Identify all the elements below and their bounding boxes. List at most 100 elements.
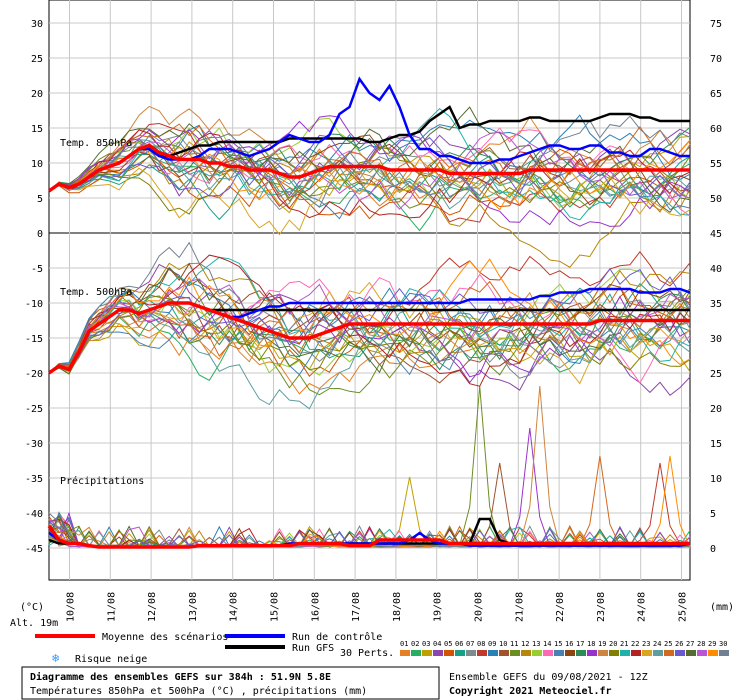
series-line-precip [47, 524, 690, 549]
pert-line-850 [48, 115, 691, 208]
x-tick-label: 21/08 [514, 592, 525, 622]
panel-label-500: Temp. 500hPa [60, 287, 132, 298]
y-tick-label: 20 [31, 89, 43, 100]
pert-line-500 [48, 302, 691, 395]
pert-legend-label: 21 [620, 640, 628, 648]
footer-box [21, 666, 440, 700]
y2-tick-label: 20 [710, 404, 722, 415]
y2-tick-label: 65 [710, 89, 722, 100]
pert-line-850 [48, 105, 691, 205]
y-tick-label: -20 [25, 369, 43, 380]
y2-tick-label: 30 [710, 334, 722, 345]
pert-legend-swatch [576, 650, 586, 656]
pert-line-850 [48, 148, 691, 220]
y2-tick-label: 70 [710, 54, 722, 65]
pert-legend-label: 19 [598, 640, 606, 648]
pert-line-850 [48, 139, 691, 210]
y2-tick-label: 10 [710, 474, 722, 485]
left-axis-unit: (°C) [20, 602, 44, 613]
y-tick-label: 10 [31, 159, 43, 170]
pert-legend-swatch [466, 650, 476, 656]
pert-line-500 [48, 254, 691, 387]
pert-legend-label: 29 [708, 640, 716, 648]
pert-line-850 [48, 160, 691, 236]
x-tick-label: 19/08 [433, 592, 444, 622]
footer-run-info: Ensemble GEFS du 09/08/2021 - 12Z [449, 672, 648, 683]
pert-legend-swatch [554, 650, 564, 656]
pert-legend-swatch [510, 650, 520, 656]
pert-legend-swatch [422, 650, 432, 656]
pert-legend-label: 08 [477, 640, 485, 648]
pert-legend-label: 09 [488, 640, 496, 648]
pert-legend-label: 02 [411, 640, 419, 648]
pert-legend: 01 02 03 04 05 06 07 08 09 10 11 12 13 14 15 16 17 18 19 20… [400, 640, 729, 656]
pert-line-500 [48, 291, 691, 374]
legend-control-label: Run de contrôle [292, 631, 382, 643]
pert-legend-swatch [521, 650, 531, 656]
legend-snow-label: Risque neige [75, 654, 147, 665]
x-tick-label: 18/08 [392, 592, 403, 622]
pert-legend-label: 07 [466, 640, 474, 648]
pert-legend-swatch [488, 650, 498, 656]
pert-line-500 [48, 262, 691, 374]
pert-legend-label: 10 [499, 640, 507, 648]
pert-legend-swatch [686, 650, 696, 656]
y2-tick-label: 0 [710, 544, 716, 555]
x-tick-label: 14/08 [229, 592, 240, 622]
y-tick-label: 15 [31, 124, 43, 135]
altitude-label: Alt. 19m [10, 618, 58, 629]
x-tick-label: 12/08 [147, 592, 158, 622]
series-line-t850 [47, 143, 690, 193]
x-tick-label: 17/08 [351, 592, 362, 622]
x-tick-label: 24/08 [637, 592, 648, 622]
pert-legend-swatch [411, 650, 421, 656]
x-tick-label: 10/08 [66, 592, 77, 622]
x-tick-label: 25/08 [678, 592, 689, 622]
pert-count-label: 30 Perts. [340, 648, 394, 659]
y2-tick-label: 15 [710, 439, 722, 450]
y-tick-label: -25 [25, 404, 43, 415]
pert-legend-label: 01 [400, 640, 408, 648]
pert-legend-swatch [664, 650, 674, 656]
y2-tick-label: 55 [710, 159, 722, 170]
x-tick-label: 13/08 [188, 592, 199, 622]
pert-legend-swatch [455, 650, 465, 656]
snowflake-icon: ❄ [52, 651, 59, 665]
y-tick-label: 25 [31, 54, 43, 65]
pert-legend-label: 11 [510, 640, 518, 648]
pert-legend-label: 12 [521, 640, 529, 648]
pert-legend-label: 04 [433, 640, 441, 648]
pert-legend-label: 24 [653, 640, 661, 648]
pert-line-850 [48, 131, 691, 210]
pert-line-500 [48, 286, 691, 384]
x-tick-label: 11/08 [106, 592, 117, 622]
legend: Moyenne des scénarios Run de contrôle Ru… [35, 631, 729, 665]
right-axis-unit: (mm) [710, 602, 734, 613]
y-tick-label: -5 [31, 264, 43, 275]
pert-legend-swatch [543, 650, 553, 656]
pert-legend-swatch [532, 650, 542, 656]
pert-legend-swatch [499, 650, 509, 656]
pert-legend-label: 17 [576, 640, 584, 648]
pert-legend-swatch [598, 650, 608, 656]
pert-legend-label: 25 [664, 640, 672, 648]
y-tick-label: -40 [25, 509, 43, 520]
legend-mean-label: Moyenne des scénarios [102, 631, 228, 643]
pert-legend-label: 18 [587, 640, 595, 648]
pert-line-850 [48, 134, 691, 198]
pert-legend-swatch [620, 650, 630, 656]
pert-line-850 [48, 134, 691, 206]
pert-legend-swatch [653, 650, 663, 656]
pert-legend-swatch [642, 650, 652, 656]
pert-line-850 [48, 108, 691, 221]
pert-legend-label: 27 [686, 640, 694, 648]
x-tick-label: 15/08 [270, 592, 281, 622]
pert-legend-label: 15 [554, 640, 562, 648]
pert-legend-label: 20 [609, 640, 617, 648]
y-tick-label: -35 [25, 474, 43, 485]
pert-legend-swatch [719, 650, 729, 656]
y-tick-label: -10 [25, 299, 43, 310]
y2-tick-label: 25 [710, 369, 722, 380]
pert-legend-label: 14 [543, 640, 551, 648]
